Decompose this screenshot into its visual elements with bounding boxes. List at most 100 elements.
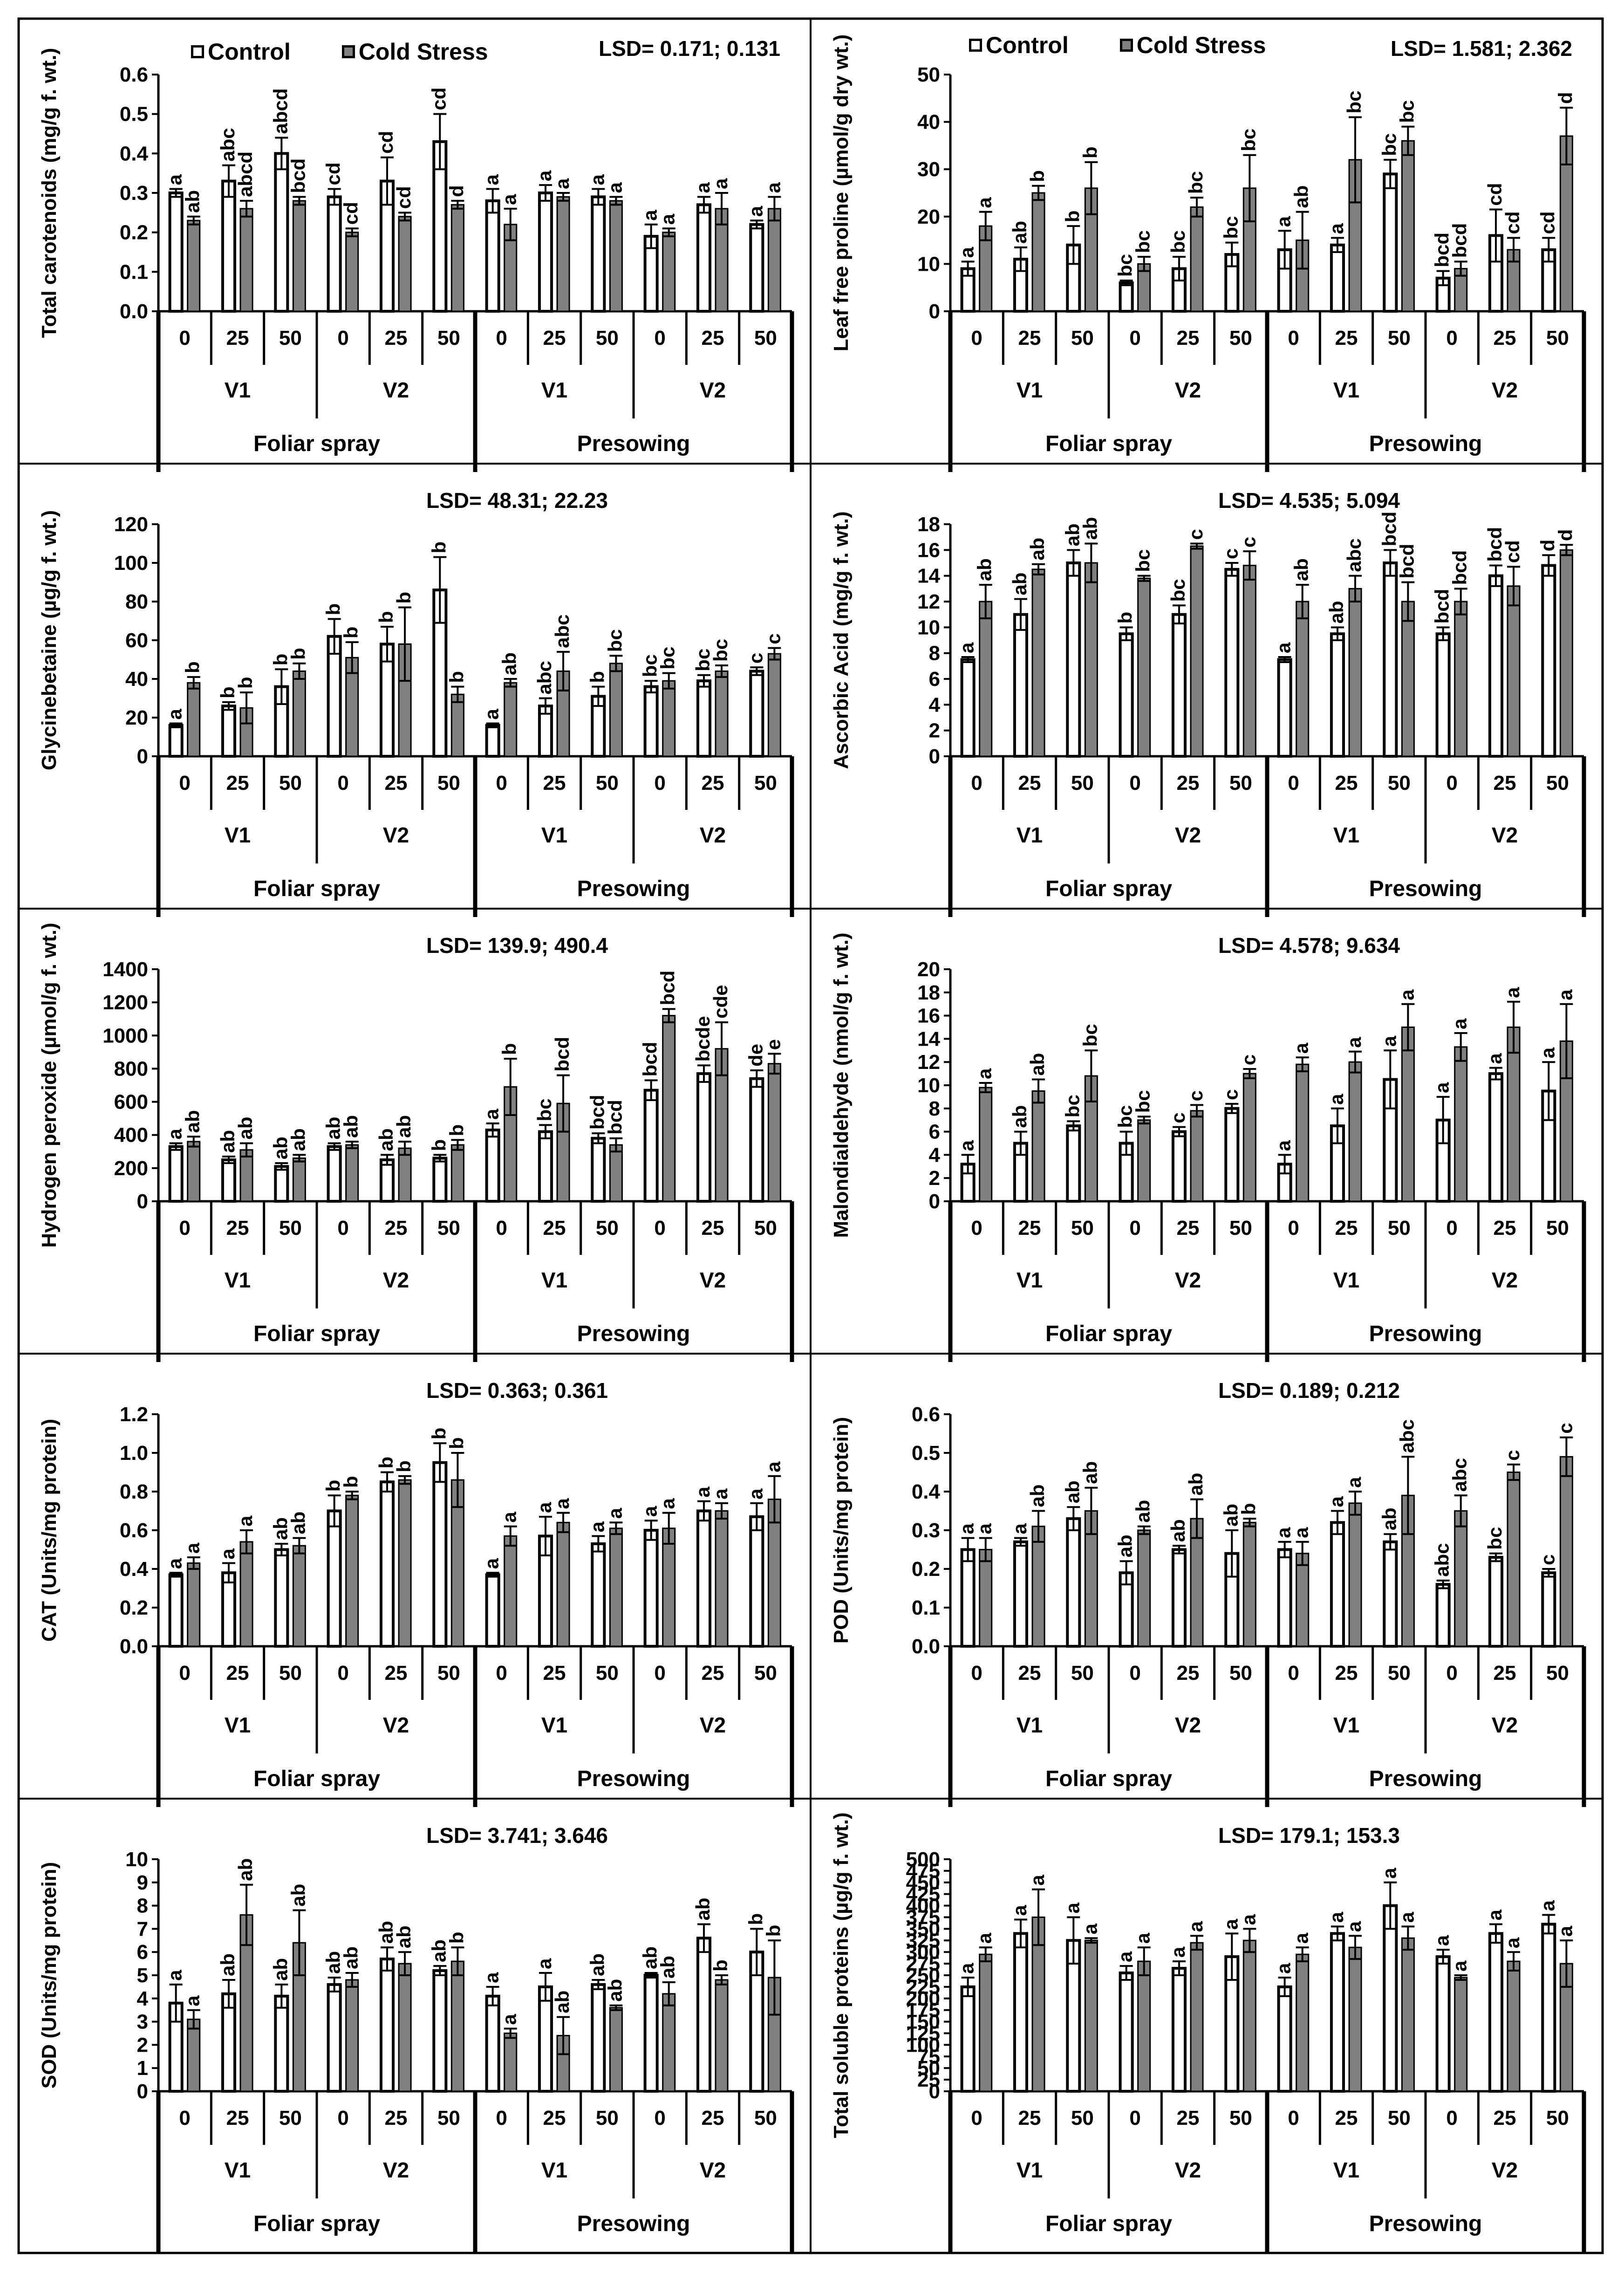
sig-letter: bc: [1484, 1527, 1506, 1550]
x-variety-label: V1: [541, 378, 567, 402]
sig-letter: ab: [269, 1958, 291, 1981]
y-tick-label: 6: [929, 1121, 940, 1143]
x-variety-label: V2: [700, 1713, 726, 1737]
sig-letter: a: [1484, 1909, 1506, 1920]
x-variety-label: V2: [1175, 1713, 1201, 1737]
x-level-label: 50: [1546, 1662, 1569, 1684]
x-method-label: Presowing: [577, 431, 690, 456]
sig-letter: ab: [322, 1951, 344, 1974]
y-tick-label: 0.5: [120, 103, 148, 126]
bar-cold-2: [292, 1545, 306, 1647]
x-level-label: 25: [1177, 1217, 1200, 1239]
y-tick-label: 400: [906, 1895, 940, 1917]
y-tick-label: 16: [917, 539, 940, 561]
bar-cold-7: [556, 1521, 570, 1647]
bar-control-4: [1171, 1130, 1187, 1203]
sig-letter: b: [217, 686, 239, 698]
sig-letter: a: [586, 1521, 608, 1532]
bar-cold-3: [1137, 1960, 1151, 2092]
sig-letter: a: [164, 708, 186, 719]
y-tick-label: 0: [137, 745, 148, 768]
lsd-label: LSD= 0.171; 0.131: [599, 36, 780, 61]
x-method-label: Foliar spray: [253, 2211, 380, 2236]
bar-cold-4: [398, 1963, 412, 2092]
bar-control-10: [1488, 1556, 1504, 1648]
bar-control-10: [696, 1509, 712, 1648]
sig-letter: ab: [1079, 517, 1101, 540]
y-tick-label: 100: [114, 552, 148, 575]
y-tick-label: 0: [137, 2080, 148, 2103]
bar-cold-0: [187, 682, 201, 757]
x-method-label: Foliar spray: [253, 1321, 380, 1346]
y-tick-label: 10: [917, 253, 940, 275]
x-method-label: Foliar spray: [1045, 1321, 1172, 1346]
y-tick-label: 80: [125, 590, 148, 613]
bar-control-9: [643, 1529, 659, 1648]
sig-letter: bc: [692, 649, 714, 671]
y-tick-label: 4: [929, 693, 941, 716]
bar-cold-8: [609, 1527, 623, 1647]
bar-cold-6: [504, 2033, 518, 2092]
bar-cold-7: [1348, 1061, 1362, 1202]
x-level-label: 25: [1018, 327, 1041, 349]
x-variety-label: V1: [225, 1268, 251, 1292]
x-method-label: Presowing: [577, 876, 690, 901]
x-level-label: 25: [1018, 1217, 1041, 1239]
x-variety-label: V1: [541, 1713, 567, 1737]
sig-letter: abc: [533, 661, 555, 694]
bar-control-0: [168, 724, 184, 758]
sig-letter: a: [1167, 1946, 1189, 1958]
y-tick-label: 400: [114, 1124, 148, 1147]
bar-cold-0: [979, 1549, 993, 1647]
bar-cold-5: [1242, 1073, 1256, 1202]
bar-control-4: [379, 1958, 395, 2093]
sig-letter: a: [1431, 1935, 1453, 1946]
y-tick-label: 2: [137, 2033, 148, 2056]
sig-letter: a: [657, 1498, 679, 1509]
sig-letter: a: [481, 174, 503, 185]
y-tick-label: 30: [917, 158, 940, 181]
chart-h2o2: LSD= 139.9; 490.4 Hydrogen peroxide (µmol…: [38, 923, 794, 1362]
y-tick-label: 0.5: [912, 1442, 940, 1465]
sig-letter: bc: [1237, 129, 1259, 151]
sig-letter: a: [974, 1068, 996, 1079]
y-tick-label: 12: [917, 1051, 940, 1074]
x-level-label: 50: [279, 2107, 302, 2129]
legend-control-swatch-2: [969, 39, 982, 52]
bar-control-9: [1435, 1955, 1451, 2093]
y-tick-label: 600: [114, 1091, 148, 1114]
sig-letter: a: [1009, 1523, 1030, 1534]
legend-right: Control Cold Stress: [969, 32, 1317, 59]
y-tick-label: 3: [137, 2011, 148, 2033]
y-tick-label: 20: [917, 958, 940, 981]
lsd-label: LSD= 4.535; 5.094: [1218, 488, 1400, 513]
sig-letter: a: [744, 205, 766, 217]
y-tick-label: 0.0: [120, 300, 148, 323]
bar-cold-2: [1084, 1939, 1098, 2092]
sig-letter: a: [498, 2014, 520, 2025]
bar-control-5: [432, 1157, 448, 1203]
y-tick-label: 14: [917, 1027, 940, 1050]
y-axis-label: POD (Units/mg protein): [830, 1417, 853, 1643]
x-level-label: 0: [179, 2107, 190, 2129]
sig-letter: cd: [375, 131, 397, 154]
sig-letter: d: [1536, 540, 1558, 552]
sig-letter: a: [956, 1523, 978, 1534]
sig-letter: bcd: [1449, 223, 1471, 258]
bar-control-9: [1435, 632, 1451, 758]
bar-cold-4: [1190, 1942, 1204, 2092]
y-tick-label: 2: [929, 719, 940, 742]
sig-letter: ab: [1185, 1473, 1207, 1496]
x-level-label: 25: [543, 1217, 566, 1239]
bar-cold-11: [1559, 549, 1573, 757]
sig-letter: a: [1273, 1963, 1295, 1974]
sig-letter: ab: [498, 652, 520, 675]
sig-letter: ab: [551, 1991, 573, 2013]
x-variety-label: V1: [1333, 2158, 1359, 2182]
sig-letter: bc: [710, 639, 731, 662]
bar-control-2: [274, 1165, 289, 1203]
bar-cold-9: [1454, 601, 1468, 757]
bar-control-10: [696, 1072, 712, 1203]
bar-control-7: [1330, 632, 1345, 758]
x-method-label: Foliar spray: [1045, 431, 1172, 456]
